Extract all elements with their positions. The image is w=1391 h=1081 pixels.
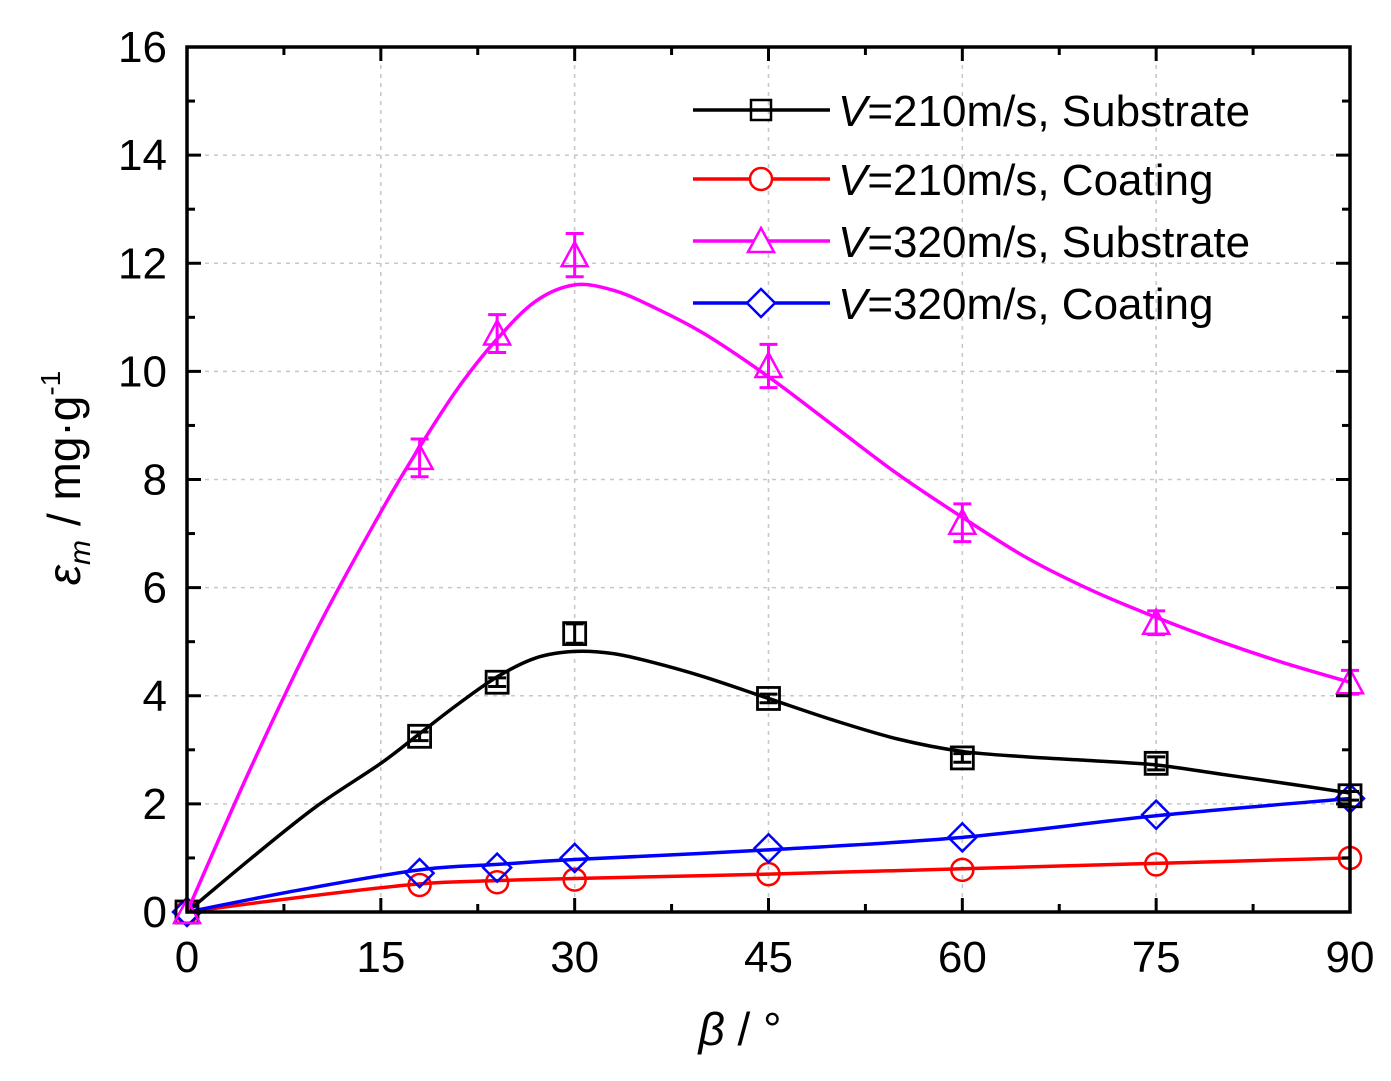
data-point-triangle — [753, 350, 784, 379]
y-tick-label: 0 — [143, 888, 167, 937]
x-tick-label: 45 — [744, 933, 793, 982]
data-point-square — [562, 621, 588, 646]
data-point-circle — [562, 867, 587, 892]
legend-item-320-coating: V=320m/s, Coating — [693, 280, 1213, 329]
y-axis-subscript: m — [64, 540, 97, 565]
data-point-diamond — [171, 896, 203, 928]
y-tick-label: 8 — [143, 456, 167, 505]
y-axis-unit: / mg·g — [38, 396, 90, 526]
data-point-square — [407, 723, 433, 749]
data-point-triangle — [559, 239, 590, 268]
y-axis-title: εm / mg·g-1 — [35, 371, 97, 586]
y-tick-label: 10 — [118, 347, 167, 396]
y-tick-label: 6 — [143, 564, 167, 613]
legend-triangle-marker — [745, 225, 777, 254]
data-point-diamond — [558, 842, 591, 874]
legend-item-210-substrate: V=210m/s, Substrate — [693, 87, 1250, 136]
data-point-circle — [407, 872, 432, 898]
data-point-square — [756, 686, 781, 711]
y-tick-label: 2 — [143, 780, 167, 829]
x-tick-label: 0 — [175, 933, 199, 982]
x-tick-label: 15 — [356, 933, 405, 982]
series-320m-s-coating — [171, 782, 1366, 928]
data-point-triangle — [482, 317, 513, 346]
series-fit-line — [185, 649, 1351, 914]
series-320m-s-substrate — [171, 232, 1366, 925]
y-axis-symbol: ε — [38, 564, 90, 585]
legend: V=210m/s, Substrate V=210m/s, Coating V=… — [693, 87, 1250, 329]
y-axis-exponent: -1 — [35, 371, 66, 396]
x-tick-label: 75 — [1132, 933, 1181, 982]
legend-label-210-substrate: V=210m/s, Substrate — [838, 87, 1250, 136]
data-point-diamond — [1140, 798, 1172, 831]
x-tick-label: 90 — [1326, 933, 1375, 982]
x-axis-title: β / ° — [696, 1003, 781, 1055]
x-tick-label: 30 — [550, 933, 599, 982]
data-point-square — [484, 669, 510, 695]
data-point-triangle — [1141, 607, 1172, 636]
axes: 0 15 30 45 60 75 90 0 2 4 6 8 10 12 14 16 — [118, 23, 1374, 982]
series-210m-s-substrate — [174, 621, 1363, 925]
series-fit-line — [185, 282, 1351, 913]
legend-label-210-coating: V=210m/s, Coating — [838, 156, 1213, 205]
y-tick-label: 16 — [118, 23, 167, 72]
x-axis-unit: / ° — [725, 1003, 782, 1055]
legend-circle-marker — [748, 166, 774, 192]
legend-label-320-substrate: V=320m/s, Substrate — [838, 218, 1250, 267]
data-point-triangle — [947, 507, 978, 535]
data-point-circle — [1143, 852, 1169, 877]
legend-square-marker — [749, 98, 773, 122]
data-point-square — [1143, 750, 1169, 776]
data-point-diamond — [752, 832, 785, 864]
data-point-diamond — [481, 851, 513, 884]
data-point-triangle — [404, 442, 435, 471]
series-210m-s-coating — [174, 845, 1363, 925]
y-tick-label: 14 — [118, 131, 167, 180]
data-point-diamond — [403, 857, 436, 889]
legend-item-210-coating: V=210m/s, Coating — [693, 156, 1213, 205]
legend-label-320-coating: V=320m/s, Coating — [838, 280, 1213, 329]
y-tick-label: 4 — [143, 672, 167, 721]
data-point-diamond — [946, 821, 979, 854]
y-tick-label: 12 — [118, 239, 167, 288]
series-group — [171, 232, 1366, 928]
data-point-square — [949, 745, 975, 771]
series-fit-line — [186, 796, 1351, 914]
x-tick-label: 60 — [938, 933, 987, 982]
data-point-circle — [950, 857, 975, 883]
legend-item-320-substrate: V=320m/s, Substrate — [693, 218, 1250, 267]
series-fit-line — [186, 856, 1351, 914]
x-axis-symbol: β — [696, 1003, 724, 1055]
legend-diamond-marker — [745, 287, 777, 319]
data-point-circle — [484, 870, 510, 895]
